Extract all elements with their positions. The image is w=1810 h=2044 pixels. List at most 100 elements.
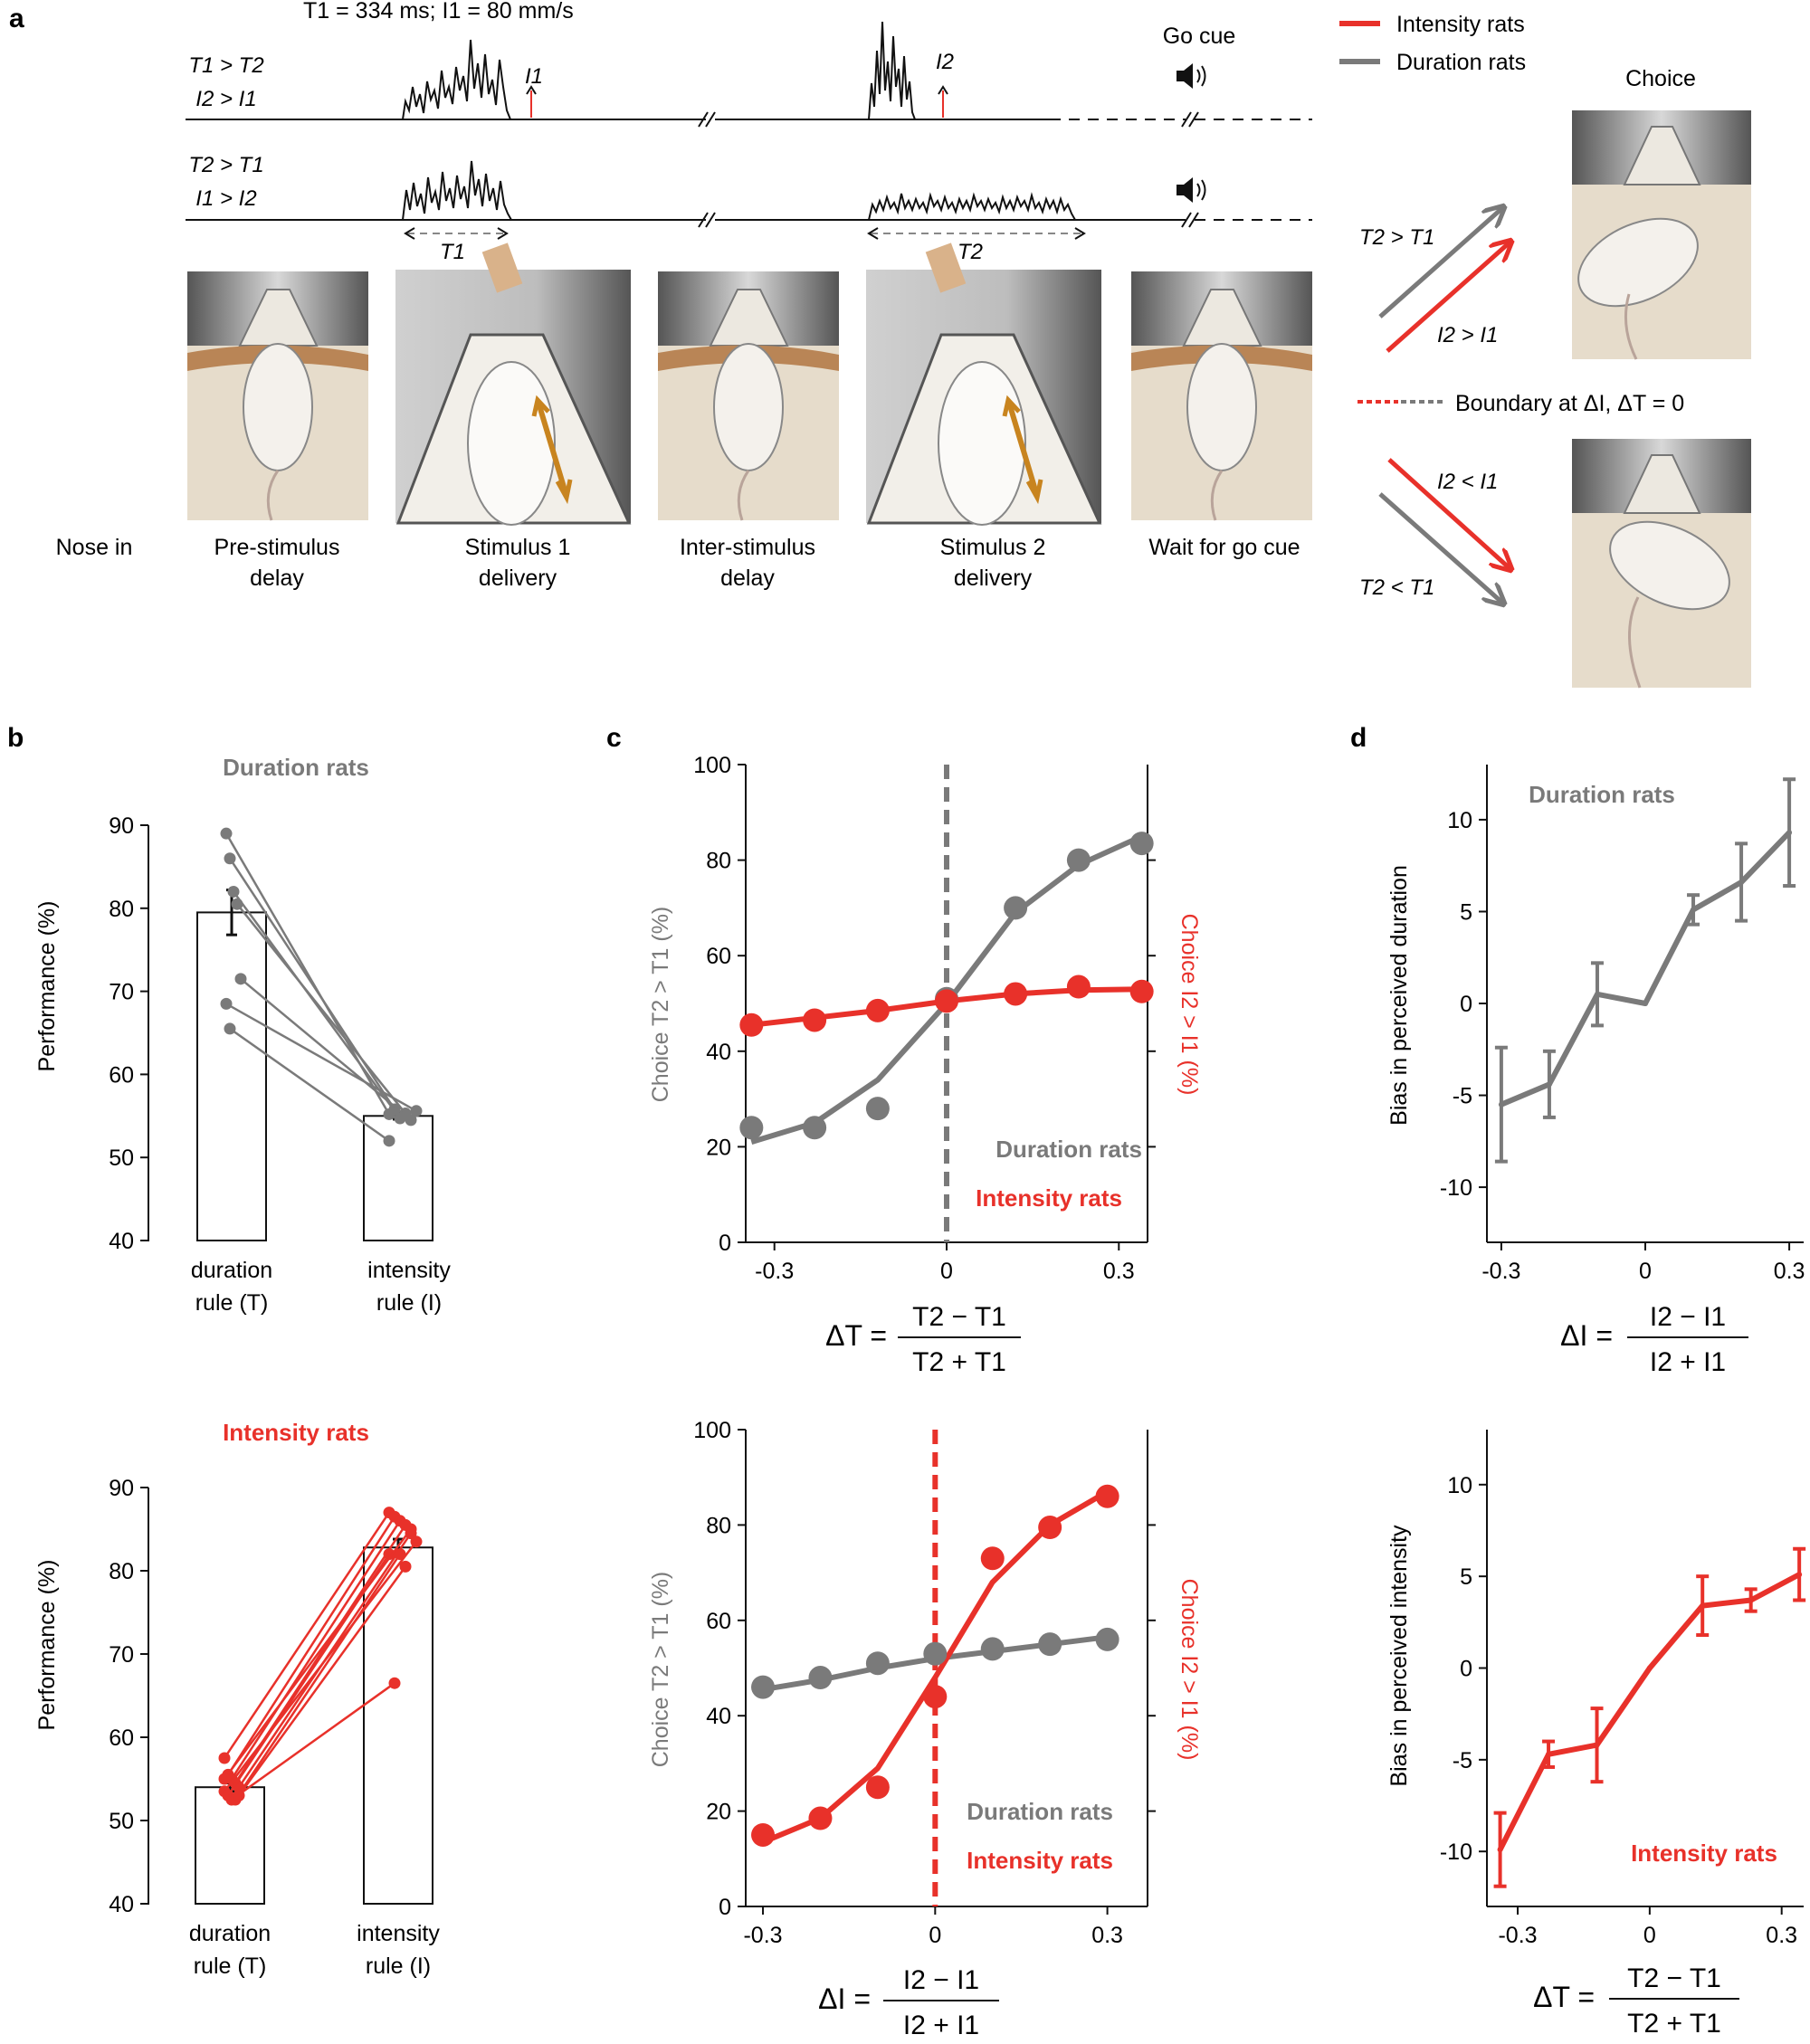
illustration-choice-down — [1572, 439, 1751, 689]
c-bottom-xlabel-lhs: ΔI = — [818, 1982, 871, 2015]
c-top-legend-duration: Duration rats — [996, 1136, 1142, 1163]
data-point-intensity-rats — [751, 1822, 776, 1847]
panel-b: b Duration rats Intensity rats Performan… — [7, 723, 451, 1979]
y-tick-label: 100 — [693, 1418, 731, 1443]
y-tick-label: 50 — [109, 1809, 134, 1834]
b-bottom-category-intensity-1: intensity — [357, 1921, 440, 1946]
arrow-up-red — [1386, 242, 1510, 353]
x-tick-label: 0.3 — [1774, 1259, 1805, 1284]
b-top-category-duration-2: rule (T) — [195, 1290, 269, 1316]
d-bottom-xlabel-numerator: T2 − T1 — [1627, 1963, 1721, 1993]
x-tick-label: 0 — [929, 1923, 941, 1948]
trace-2-label-line-2: I1 > I2 — [195, 186, 256, 211]
individual-point — [224, 1022, 236, 1035]
x-tick-label: 0 — [1643, 1923, 1656, 1948]
illustration-stimulus-1 — [395, 242, 632, 526]
arrow-down-red — [1387, 458, 1510, 568]
y-tick-label: 70 — [109, 1642, 134, 1668]
data-point-intensity-rats — [1095, 1484, 1119, 1508]
bias-point — [1594, 1742, 1600, 1748]
data-point-duration-rats — [808, 1666, 833, 1690]
panel-d: d Duration rats Intensity rats Bias in p… — [1350, 723, 1806, 2039]
data-point-duration-rats — [923, 1641, 948, 1666]
y-tick-label: -5 — [1453, 1084, 1472, 1109]
bias-point — [1700, 1602, 1706, 1609]
epoch-label-nose-in: Nose in — [56, 535, 133, 560]
trace-2: T2 > T1 I1 > I2 T1 T2 — [186, 153, 1312, 264]
y-tick-label: 100 — [693, 753, 731, 778]
panel-letter-b: b — [7, 723, 24, 753]
y-tick-label: 0 — [719, 1895, 731, 1920]
c-bottom-ylabel-left: Choice T2 > T1 (%) — [648, 1572, 673, 1768]
t1-bracket-heads — [404, 227, 509, 240]
individual-line — [225, 1003, 417, 1112]
b-top-category-duration-1: duration — [191, 1258, 272, 1283]
bias-line — [1497, 1572, 1801, 1851]
c-bottom-xlabel-denominator: I2 + I1 — [903, 2011, 979, 2040]
individual-point — [220, 997, 233, 1010]
individual-line — [230, 1520, 402, 1780]
b-bottom-plot: 40 50 60 70 80 90 — [109, 1476, 433, 1917]
c-top-ylabel-right: Choice I2 > I1 (%) — [1176, 914, 1202, 1096]
epoch-label-stimulus-2-2: delivery — [954, 566, 1033, 591]
arrow-up-gray — [1378, 208, 1502, 318]
d-top-xlabel-lhs: ΔI = — [1560, 1319, 1613, 1352]
t2-bracket-heads — [867, 227, 1086, 240]
illustration-stimulus-2 — [866, 242, 1102, 526]
c-top-ylabel-left: Choice T2 > T1 (%) — [648, 907, 673, 1103]
x-tick-label: 0.3 — [1091, 1923, 1123, 1948]
y-tick-label: 60 — [109, 1062, 134, 1088]
c-bottom-plot: 0 20 40 60 80 100 -0.3 0 0.3 — [693, 1418, 1156, 1948]
trace-1: T1 > T2 I2 > I1 I1 I2 Go cue — [186, 21, 1312, 128]
x-tick-label: -0.3 — [1498, 1923, 1537, 1948]
bias-point — [1546, 1081, 1552, 1088]
choice-title: Choice — [1625, 66, 1696, 91]
trace-2-stimulus-1 — [402, 160, 512, 221]
illustration-choice-up — [1572, 110, 1751, 360]
data-point-intensity-rats — [923, 1685, 948, 1709]
bias-point — [1796, 1572, 1803, 1578]
bar — [363, 1115, 433, 1242]
y-tick-label: -10 — [1440, 1175, 1472, 1201]
y-tick-label: -10 — [1440, 1840, 1472, 1865]
d-bottom-ylabel: Bias in perceived intensity — [1386, 1525, 1412, 1787]
bias-point — [1643, 1001, 1648, 1006]
bar — [195, 1786, 265, 1905]
trace-1-break-mark-1 — [698, 111, 716, 128]
i1-marker-head — [526, 85, 537, 95]
bar — [196, 911, 267, 1241]
data-point-duration-rats — [1095, 1627, 1119, 1651]
d-bottom-xlabel-denominator: T2 + T1 — [1627, 2009, 1721, 2039]
c-top-legend-intensity: Intensity rats — [976, 1184, 1122, 1212]
i2-marker-label: I2 — [936, 50, 954, 74]
y-tick-label: 60 — [706, 944, 731, 969]
arrow-down-label-intensity: I2 < I1 — [1437, 470, 1498, 494]
epoch-label-pre-stimulus-2: delay — [250, 566, 304, 591]
data-point-intensity-rats — [935, 989, 958, 1013]
b-bottom-category-intensity-2: rule (I) — [366, 1954, 431, 1979]
i2-marker-head — [938, 85, 948, 95]
individual-point — [383, 1548, 395, 1561]
epoch-label-inter-stimulus-2: delay — [720, 566, 775, 591]
individual-point — [388, 1677, 401, 1689]
individual-point — [399, 1560, 412, 1573]
y-tick-label: 70 — [109, 980, 134, 1005]
b-bottom-title: Intensity rats — [223, 1419, 369, 1446]
y-tick-label: 40 — [706, 1704, 731, 1729]
d-top-xlabel-denominator: I2 + I1 — [1650, 1347, 1726, 1377]
individual-point — [218, 1773, 231, 1785]
trace-2-break-mark-2 — [1181, 212, 1199, 228]
y-tick-label: 80 — [706, 849, 731, 874]
individual-point — [410, 1105, 423, 1117]
individual-line — [223, 1528, 413, 1780]
epoch-label-wait: Wait for go cue — [1148, 535, 1300, 560]
bias-point — [1691, 907, 1697, 913]
y-tick-label: 0 — [1460, 992, 1472, 1017]
panel-letter-a: a — [9, 4, 24, 33]
y-tick-label: 40 — [109, 1229, 134, 1254]
individual-point — [234, 973, 247, 985]
individual-line — [240, 977, 412, 1121]
data-point-intensity-rats — [980, 1546, 1005, 1571]
y-tick-label: 5 — [1460, 1564, 1472, 1590]
